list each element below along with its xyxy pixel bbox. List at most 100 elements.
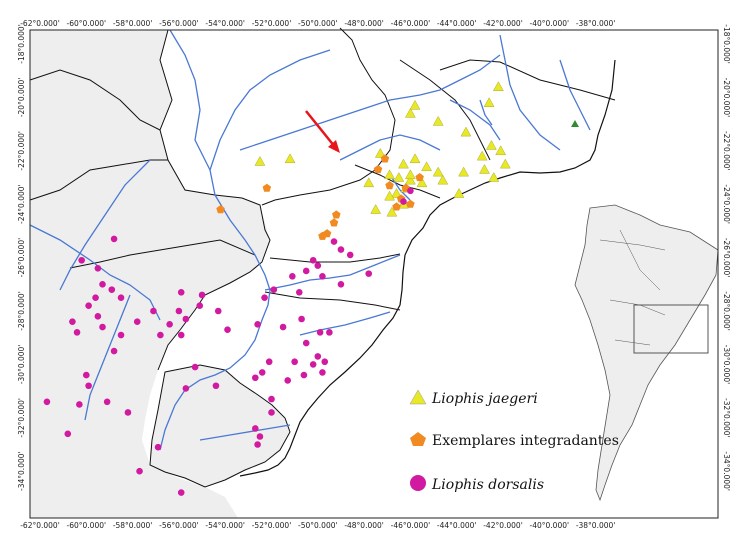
- dorsalis-point: [83, 371, 90, 379]
- dorsalis-point: [268, 409, 275, 416]
- y-tick-label: -30°0.000': [17, 345, 26, 385]
- dorsalis-point: [400, 198, 407, 205]
- y-tick-label: -20°0.000': [17, 78, 26, 118]
- dorsalis-point: [330, 238, 338, 245]
- jaegeri-point: [421, 161, 432, 172]
- dorsalis-point: [309, 256, 317, 264]
- dorsalis-point: [284, 377, 292, 384]
- dorsalis-point: [321, 358, 329, 366]
- dorsalis-point: [157, 331, 164, 339]
- x-tick-label: -54°0.000': [205, 19, 245, 28]
- y-tick-label: -34°0.000': [722, 451, 731, 491]
- jaegeri-point: [398, 158, 409, 169]
- dorsalis-point: [251, 374, 259, 382]
- x-tick-label: -52°0.000': [252, 19, 292, 28]
- jaegeri-point: [488, 172, 500, 182]
- legend-label-jaegeri: Liophis jaegeri: [431, 391, 538, 407]
- x-tick-label: -54°0.000': [205, 521, 245, 530]
- y-tick-label: -30°0.000': [722, 345, 731, 385]
- dorsalis-point: [302, 267, 310, 275]
- y-tick-label: -24°0.000': [17, 184, 26, 224]
- jaegeri-point: [437, 174, 449, 185]
- jaegeri-point: [453, 188, 465, 198]
- left-axis-ticks: -18°0.000' -20°0.000' -22°0.000' -24°0.000'…: [17, 24, 26, 491]
- right-axis-ticks: -18°0.000' -20°0.000' -22°0.000' -24°0.000'…: [722, 24, 731, 491]
- dorsalis-point: [85, 382, 92, 390]
- red-arrow-icon: [305, 110, 340, 153]
- dorsalis-point: [76, 401, 83, 408]
- dorsalis-point: [196, 302, 204, 309]
- legend-label-dorsalis: Liophis dorsalis: [431, 477, 544, 493]
- legend-triangle-icon: [409, 389, 427, 405]
- dorsalis-point: [85, 302, 92, 309]
- dorsalis-point: [326, 329, 333, 336]
- inset-extent-box: [633, 304, 709, 354]
- dorsalis-point: [110, 347, 118, 355]
- dorsalis-point: [64, 430, 72, 438]
- dorsalis-point: [289, 272, 296, 280]
- y-tick-label: -28°0.000': [17, 291, 26, 331]
- jaegeri-point: [493, 81, 504, 91]
- dorsalis-point: [191, 363, 199, 371]
- top-axis-ticks: -62°0.000' -60°0.000' -58°0.000' -56°0.000'…: [20, 19, 615, 28]
- dorsalis-point: [254, 321, 261, 328]
- dorsalis-point: [154, 443, 162, 451]
- dorsalis-point: [108, 286, 116, 293]
- legend-circle-icon: [410, 475, 426, 491]
- x-tick-label: -44°0.000': [437, 19, 477, 28]
- dorsalis-point: [150, 307, 157, 315]
- dorsalis-point: [295, 289, 303, 296]
- dorsalis-point: [261, 294, 268, 301]
- dorsalis-point: [94, 264, 102, 272]
- dorsalis-point: [117, 331, 125, 339]
- dorsalis-point: [270, 286, 278, 293]
- x-tick-label: -42°0.000': [483, 19, 523, 28]
- jaegeri-point: [409, 153, 421, 164]
- y-tick-label: -26°0.000': [17, 238, 26, 278]
- y-tick-label: -26°0.000': [722, 238, 731, 278]
- x-tick-label: -38°0.000': [576, 19, 616, 28]
- x-tick-label: -42°0.000': [483, 521, 523, 530]
- x-tick-label: -52°0.000': [252, 521, 292, 530]
- x-tick-label: -48°0.000': [344, 19, 384, 28]
- x-tick-label: -44°0.000': [437, 521, 477, 530]
- y-tick-label: -32°0.000': [722, 398, 731, 438]
- legend-label-integradantes: Exemplares integradantes: [432, 433, 619, 449]
- dorsalis-point: [69, 318, 76, 325]
- dorsalis-point: [258, 369, 266, 376]
- dorsalis-point: [117, 294, 125, 301]
- dorsalis-point: [314, 353, 322, 360]
- dorsalis-point: [337, 246, 345, 253]
- dorsalis-point: [256, 433, 264, 440]
- jaegeri-point: [499, 158, 511, 169]
- integradantes-point: [329, 218, 339, 227]
- y-tick-label: -22°0.000': [722, 131, 731, 171]
- legend-pentagon-icon: [410, 432, 426, 446]
- dorsalis-point: [73, 329, 81, 336]
- jaegeri-point: [405, 174, 416, 185]
- jaegeri-point: [391, 188, 402, 198]
- jaegeri-point: [405, 108, 416, 118]
- integradantes-point: [332, 210, 341, 219]
- jaegeri-point: [432, 166, 444, 177]
- integradantes-points: [216, 154, 424, 240]
- dorsalis-point: [212, 382, 220, 390]
- dorsalis-point: [110, 235, 118, 243]
- integradantes-point: [262, 183, 272, 192]
- y-tick-label: -18°0.000': [17, 24, 26, 64]
- dorsalis-point: [94, 313, 102, 320]
- green-marker: [571, 120, 579, 127]
- dorsalis-point: [291, 358, 298, 366]
- dorsalis-point: [198, 291, 206, 299]
- dorsalis-point: [319, 369, 326, 376]
- y-tick-label: -34°0.000': [17, 451, 26, 491]
- x-tick-label: -50°0.000': [298, 19, 338, 28]
- bottom-axis-ticks: -62°0.000' -60°0.000' -58°0.000' -56°0.000'…: [20, 521, 615, 530]
- dorsalis-point: [182, 315, 190, 323]
- dorsalis-point: [300, 371, 308, 379]
- dorsalis-point: [314, 262, 322, 269]
- jaegeri-point: [384, 190, 395, 201]
- x-tick-label: -58°0.000': [113, 521, 153, 530]
- x-tick-label: -62°0.000': [20, 521, 60, 530]
